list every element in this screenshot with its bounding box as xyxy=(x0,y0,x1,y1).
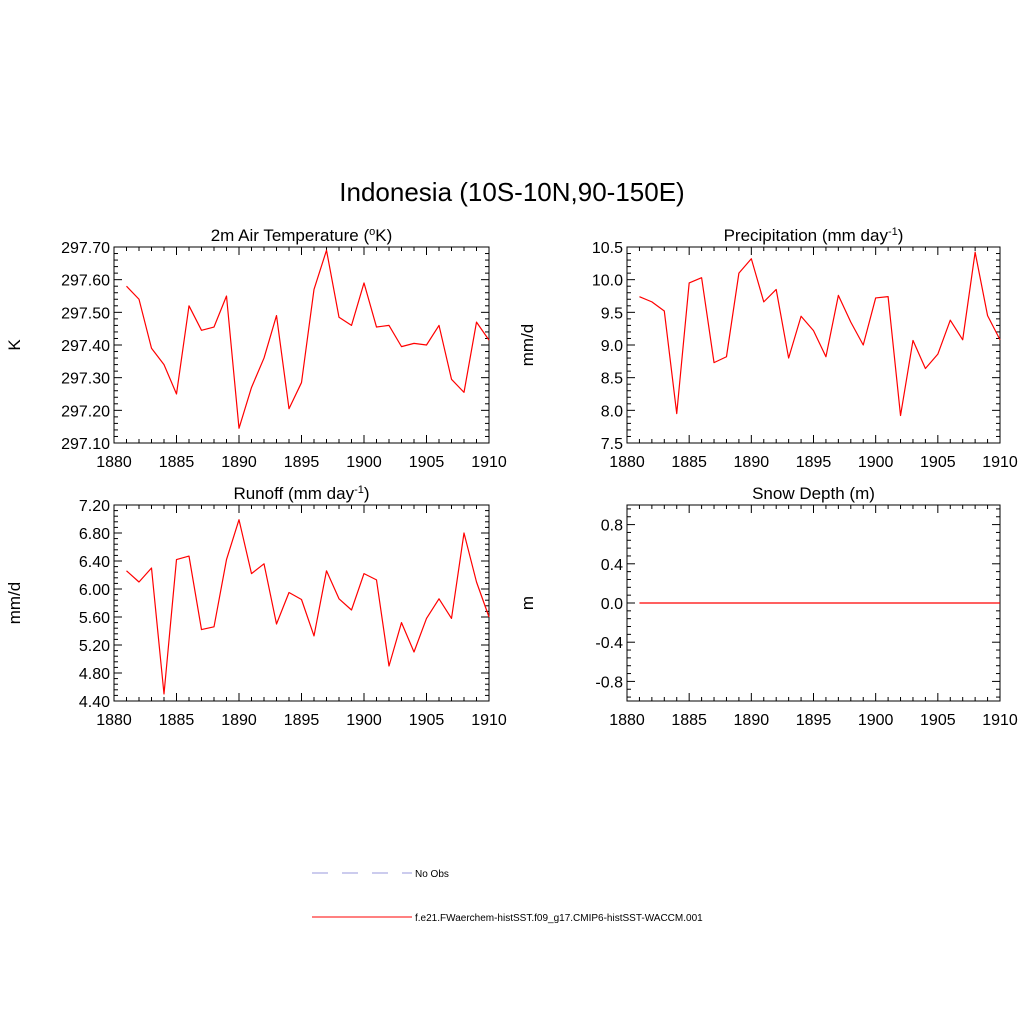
x-tick-label: 1880 xyxy=(609,454,645,471)
x-tick-label: 1900 xyxy=(858,712,894,729)
x-tick-label: 1905 xyxy=(409,712,445,729)
y-tick-label: 297.20 xyxy=(61,403,110,420)
panel-title-end: K) xyxy=(375,226,392,245)
y-tick-label: 297.60 xyxy=(61,273,110,290)
x-tick-label: 1890 xyxy=(734,454,770,471)
series-line xyxy=(126,519,490,695)
y-tick-label: 4.80 xyxy=(79,666,110,683)
panel-air-temperature: 2m Air Temperature (oK) K 1880 1885 1890 1895… xyxy=(5,226,507,471)
legend: No Obs f.e21.FWaerchem-histSST.f09_g17.C… xyxy=(312,869,703,924)
panel-title-main: Snow Depth (m) xyxy=(752,484,875,503)
y-tick-label: 0.0 xyxy=(601,596,623,613)
x-tick-label: 1890 xyxy=(221,712,257,729)
y-tick-label: -0.8 xyxy=(595,674,623,691)
y-axis-label: mm/d xyxy=(518,324,537,367)
x-tick-label: 1880 xyxy=(96,454,132,471)
panel-title: Precipitation (mm day-1) xyxy=(724,226,904,245)
panel-precipitation: Precipitation (mm day-1) mm/d 1880 1885 1890… xyxy=(518,226,1018,471)
y-tick-label: -0.4 xyxy=(595,635,623,652)
y-tick-label: 5.20 xyxy=(79,638,110,655)
panel-title-end: ) xyxy=(364,484,370,503)
y-axis-label: m xyxy=(518,596,537,610)
x-tick-label: 1910 xyxy=(982,712,1018,729)
x-tick-label: 1890 xyxy=(221,454,257,471)
y-tick-label: 5.60 xyxy=(79,610,110,627)
legend-obs-label: No Obs xyxy=(415,869,449,880)
y-tick-label: 297.70 xyxy=(61,240,110,257)
y-tick-label: 8.5 xyxy=(601,371,623,388)
y-tick-label: 9.5 xyxy=(601,305,623,322)
y-tick-label: 10.5 xyxy=(592,240,623,257)
y-tick-label: 6.80 xyxy=(79,526,110,543)
x-tick-label: 1885 xyxy=(159,712,195,729)
panel-title: Snow Depth (m) xyxy=(752,484,875,503)
x-tick-label: 1900 xyxy=(346,712,382,729)
y-tick-label: 7.5 xyxy=(601,436,623,453)
x-tick-label: 1910 xyxy=(471,454,507,471)
plot-frame xyxy=(113,246,490,444)
panel-title-superscript: -1 xyxy=(354,484,364,496)
y-tick-label: 0.4 xyxy=(601,557,623,574)
panel-title-superscript: -1 xyxy=(888,226,898,238)
figure-title: Indonesia (10S-10N,90-150E) xyxy=(339,177,684,207)
plot-frame xyxy=(113,504,490,702)
x-tick-label: 1885 xyxy=(671,712,707,729)
y-axis-label: mm/d xyxy=(5,582,24,625)
y-tick-label: 297.30 xyxy=(61,371,110,388)
panel-title-main: Precipitation (mm day xyxy=(724,226,889,245)
y-axis-label: K xyxy=(5,339,24,351)
panel-title-end: ) xyxy=(898,226,904,245)
y-tick-label: 0.8 xyxy=(601,518,623,535)
x-tick-label: 1905 xyxy=(409,454,445,471)
x-tick-label: 1895 xyxy=(284,712,320,729)
x-tick-label: 1880 xyxy=(96,712,132,729)
panel-title: Runoff (mm day-1) xyxy=(233,484,369,503)
y-tick-label: 297.50 xyxy=(61,305,110,322)
y-tick-label: 6.00 xyxy=(79,582,110,599)
x-tick-label: 1890 xyxy=(734,712,770,729)
x-tick-label: 1905 xyxy=(920,712,956,729)
panel-title-main: Runoff (mm day xyxy=(233,484,354,503)
panel-runoff: Runoff (mm day-1) mm/d 1880 1885 1890 1895 190… xyxy=(5,484,507,729)
x-tick-label: 1910 xyxy=(982,454,1018,471)
series-line xyxy=(126,249,490,429)
x-tick-label: 1895 xyxy=(796,712,832,729)
x-tick-label: 1895 xyxy=(796,454,832,471)
panel-snow-depth: Snow Depth (m) m 1880 1885 1890 1895 1900 1905 1… xyxy=(518,484,1018,729)
y-tick-label: 297.10 xyxy=(61,436,110,453)
y-tick-label: 297.40 xyxy=(61,338,110,355)
x-tick-label: 1885 xyxy=(671,454,707,471)
series-line xyxy=(639,251,1001,417)
panel-title: 2m Air Temperature (oK) xyxy=(211,226,393,245)
y-tick-label: 10.0 xyxy=(592,273,623,290)
panel-title-main: 2m Air Temperature ( xyxy=(211,226,370,245)
x-tick-label: 1900 xyxy=(858,454,894,471)
x-tick-label: 1905 xyxy=(920,454,956,471)
y-tick-label: 9.0 xyxy=(601,338,623,355)
x-tick-label: 1910 xyxy=(471,712,507,729)
x-tick-label: 1885 xyxy=(159,454,195,471)
x-tick-label: 1895 xyxy=(284,454,320,471)
legend-model-label: f.e21.FWaerchem-histSST.f09_g17.CMIP6-hi… xyxy=(415,913,703,924)
x-tick-label: 1880 xyxy=(609,712,645,729)
x-tick-label: 1900 xyxy=(346,454,382,471)
y-tick-label: 8.0 xyxy=(601,403,623,420)
y-tick-label: 7.20 xyxy=(79,498,110,515)
panel-title-superscript: o xyxy=(369,226,375,238)
y-tick-label: 4.40 xyxy=(79,694,110,711)
y-tick-label: 6.40 xyxy=(79,554,110,571)
